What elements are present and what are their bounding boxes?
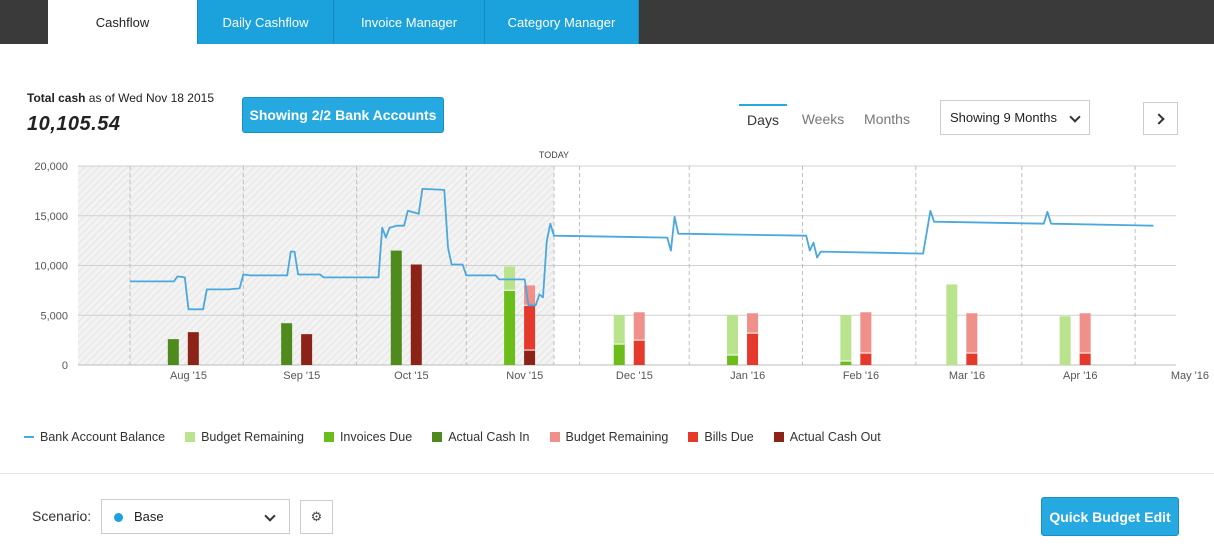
x-tick-label: Mar '16: [949, 370, 985, 382]
chevron-down-icon: [264, 510, 276, 522]
legend-label: Invoices Due: [339, 430, 413, 444]
bar-out-actual-cash-out[interactable]: [524, 350, 536, 365]
scenario-select-value: Base: [134, 509, 164, 524]
period-select[interactable]: Showing 9 Months: [940, 100, 1090, 135]
x-tick-label: Feb '16: [843, 370, 879, 382]
legend-label: Budget Remaining: [565, 430, 669, 444]
legend-item[interactable]: Budget Remaining: [549, 430, 669, 444]
bar-in-budget-remaining-in[interactable]: [946, 284, 958, 365]
x-tick-label: May '16: [1171, 370, 1209, 382]
today-label: TODAY: [539, 150, 569, 160]
legend-swatch: [432, 432, 443, 442]
bar-in-actual-cash-in[interactable]: [167, 339, 179, 365]
bar-out-bills-due[interactable]: [860, 353, 872, 365]
legend-item[interactable]: Bank Account Balance: [24, 430, 165, 444]
bar-in-budget-remaining-in[interactable]: [1059, 316, 1071, 365]
tab-category-manager[interactable]: Category Manager: [485, 0, 639, 44]
x-tick-label: Oct '15: [394, 370, 429, 382]
period-select-value: Showing 9 Months: [950, 110, 1057, 125]
scenario-label: Scenario:: [32, 508, 92, 524]
bar-in-invoices-due[interactable]: [727, 355, 739, 365]
scenario-select[interactable]: Base: [101, 499, 290, 534]
legend-item[interactable]: Budget Remaining: [185, 430, 304, 444]
bar-out-bills-due[interactable]: [524, 305, 536, 351]
bar-in-actual-cash-in[interactable]: [281, 323, 293, 365]
cashflow-chart: 20,000 15,000 10,000 5,000 0 Aug '15 Sep '15 Oc…: [34, 150, 1209, 382]
range-tab-days[interactable]: Days: [739, 104, 787, 134]
legend-label: Actual Cash In: [448, 430, 530, 444]
range-tab-weeks[interactable]: Weeks: [801, 111, 845, 127]
legend-swatch: [185, 432, 196, 442]
bar-out-budget-remaining-out[interactable]: [633, 312, 645, 341]
x-tick-label: Dec '15: [616, 370, 653, 382]
bar-out-actual-cash-out[interactable]: [301, 334, 313, 365]
legend-item[interactable]: Invoices Due: [323, 430, 413, 444]
legend-swatch: [688, 432, 699, 442]
bar-out-bills-due[interactable]: [1079, 353, 1091, 365]
scenario-color-dot: [114, 513, 123, 522]
bar-in-budget-remaining-in[interactable]: [504, 266, 516, 291]
legend-swatch: [323, 432, 334, 442]
tab-invoice-manager[interactable]: Invoice Manager: [334, 0, 485, 44]
y-tick-label: 15,000: [34, 211, 68, 223]
gear-icon[interactable]: ⚙: [300, 500, 333, 534]
legend-swatch: [549, 432, 560, 442]
tab-cashflow[interactable]: Cashflow: [48, 0, 198, 44]
legend-item[interactable]: Bills Due: [688, 430, 754, 444]
next-period-button[interactable]: [1143, 102, 1178, 135]
legend-item[interactable]: Actual Cash Out: [773, 430, 881, 444]
x-tick-label: Aug '15: [170, 370, 207, 382]
x-tick-label: Apr '16: [1063, 370, 1098, 382]
chevron-down-icon: [1069, 111, 1081, 123]
total-cash-value: 10,105.54: [27, 113, 121, 135]
bar-out-budget-remaining-out[interactable]: [860, 312, 872, 354]
x-tick-label: Sep '15: [283, 370, 320, 382]
bar-in-budget-remaining-in[interactable]: [840, 315, 852, 362]
total-cash-label: Total cash as of Wed Nov 18 2015: [27, 91, 214, 105]
footer-divider: [0, 473, 1214, 474]
legend-swatch: [24, 436, 34, 438]
bar-out-actual-cash-out[interactable]: [410, 264, 422, 365]
y-tick-label: 20,000: [34, 161, 68, 173]
bar-in-invoices-due[interactable]: [504, 290, 516, 365]
y-tick-label: 0: [62, 360, 68, 372]
bar-out-bills-due[interactable]: [747, 333, 759, 365]
bar-out-bills-due[interactable]: [633, 340, 645, 365]
bar-out-bills-due[interactable]: [966, 353, 978, 365]
quick-budget-edit-button[interactable]: Quick Budget Edit: [1041, 497, 1179, 536]
bar-in-budget-remaining-in[interactable]: [727, 315, 739, 356]
y-tick-label: 10,000: [34, 261, 68, 273]
legend-item[interactable]: Actual Cash In: [432, 430, 530, 444]
total-cash-date: as of Wed Nov 18 2015: [85, 91, 214, 105]
y-tick-label: 5,000: [40, 310, 68, 322]
bar-out-budget-remaining-out[interactable]: [966, 313, 978, 354]
bar-in-invoices-due[interactable]: [840, 361, 852, 365]
legend-label: Bank Account Balance: [40, 430, 166, 444]
bar-in-actual-cash-in[interactable]: [390, 250, 402, 365]
chart-legend: Bank Account Balance Budget Remaining Invo…: [24, 430, 901, 444]
bar-out-actual-cash-out[interactable]: [187, 332, 199, 365]
x-tick-label: Nov '15: [506, 370, 543, 382]
x-tick-label: Jan '16: [730, 370, 765, 382]
legend-label: Actual Cash Out: [789, 430, 881, 444]
total-cash-label-bold: Total cash: [27, 91, 86, 105]
bar-out-budget-remaining-out[interactable]: [524, 285, 536, 306]
bar-out-budget-remaining-out[interactable]: [1079, 313, 1091, 354]
bank-accounts-button[interactable]: Showing 2/2 Bank Accounts: [242, 97, 444, 133]
bank-balance-line[interactable]: [130, 188, 1154, 311]
tab-daily-cashflow[interactable]: Daily Cashflow: [198, 0, 334, 44]
legend-label: Bills Due: [704, 430, 754, 444]
legend-swatch: [773, 432, 784, 442]
chevron-right-icon: [1153, 113, 1165, 125]
legend-label: Budget Remaining: [201, 430, 304, 444]
bar-in-invoices-due[interactable]: [613, 344, 625, 365]
top-nav-bar: Cashflow Daily Cashflow Invoice Manager …: [0, 0, 1214, 44]
bar-in-budget-remaining-in[interactable]: [613, 315, 625, 345]
bar-out-budget-remaining-out[interactable]: [747, 313, 759, 334]
range-tab-months[interactable]: Months: [864, 111, 910, 127]
